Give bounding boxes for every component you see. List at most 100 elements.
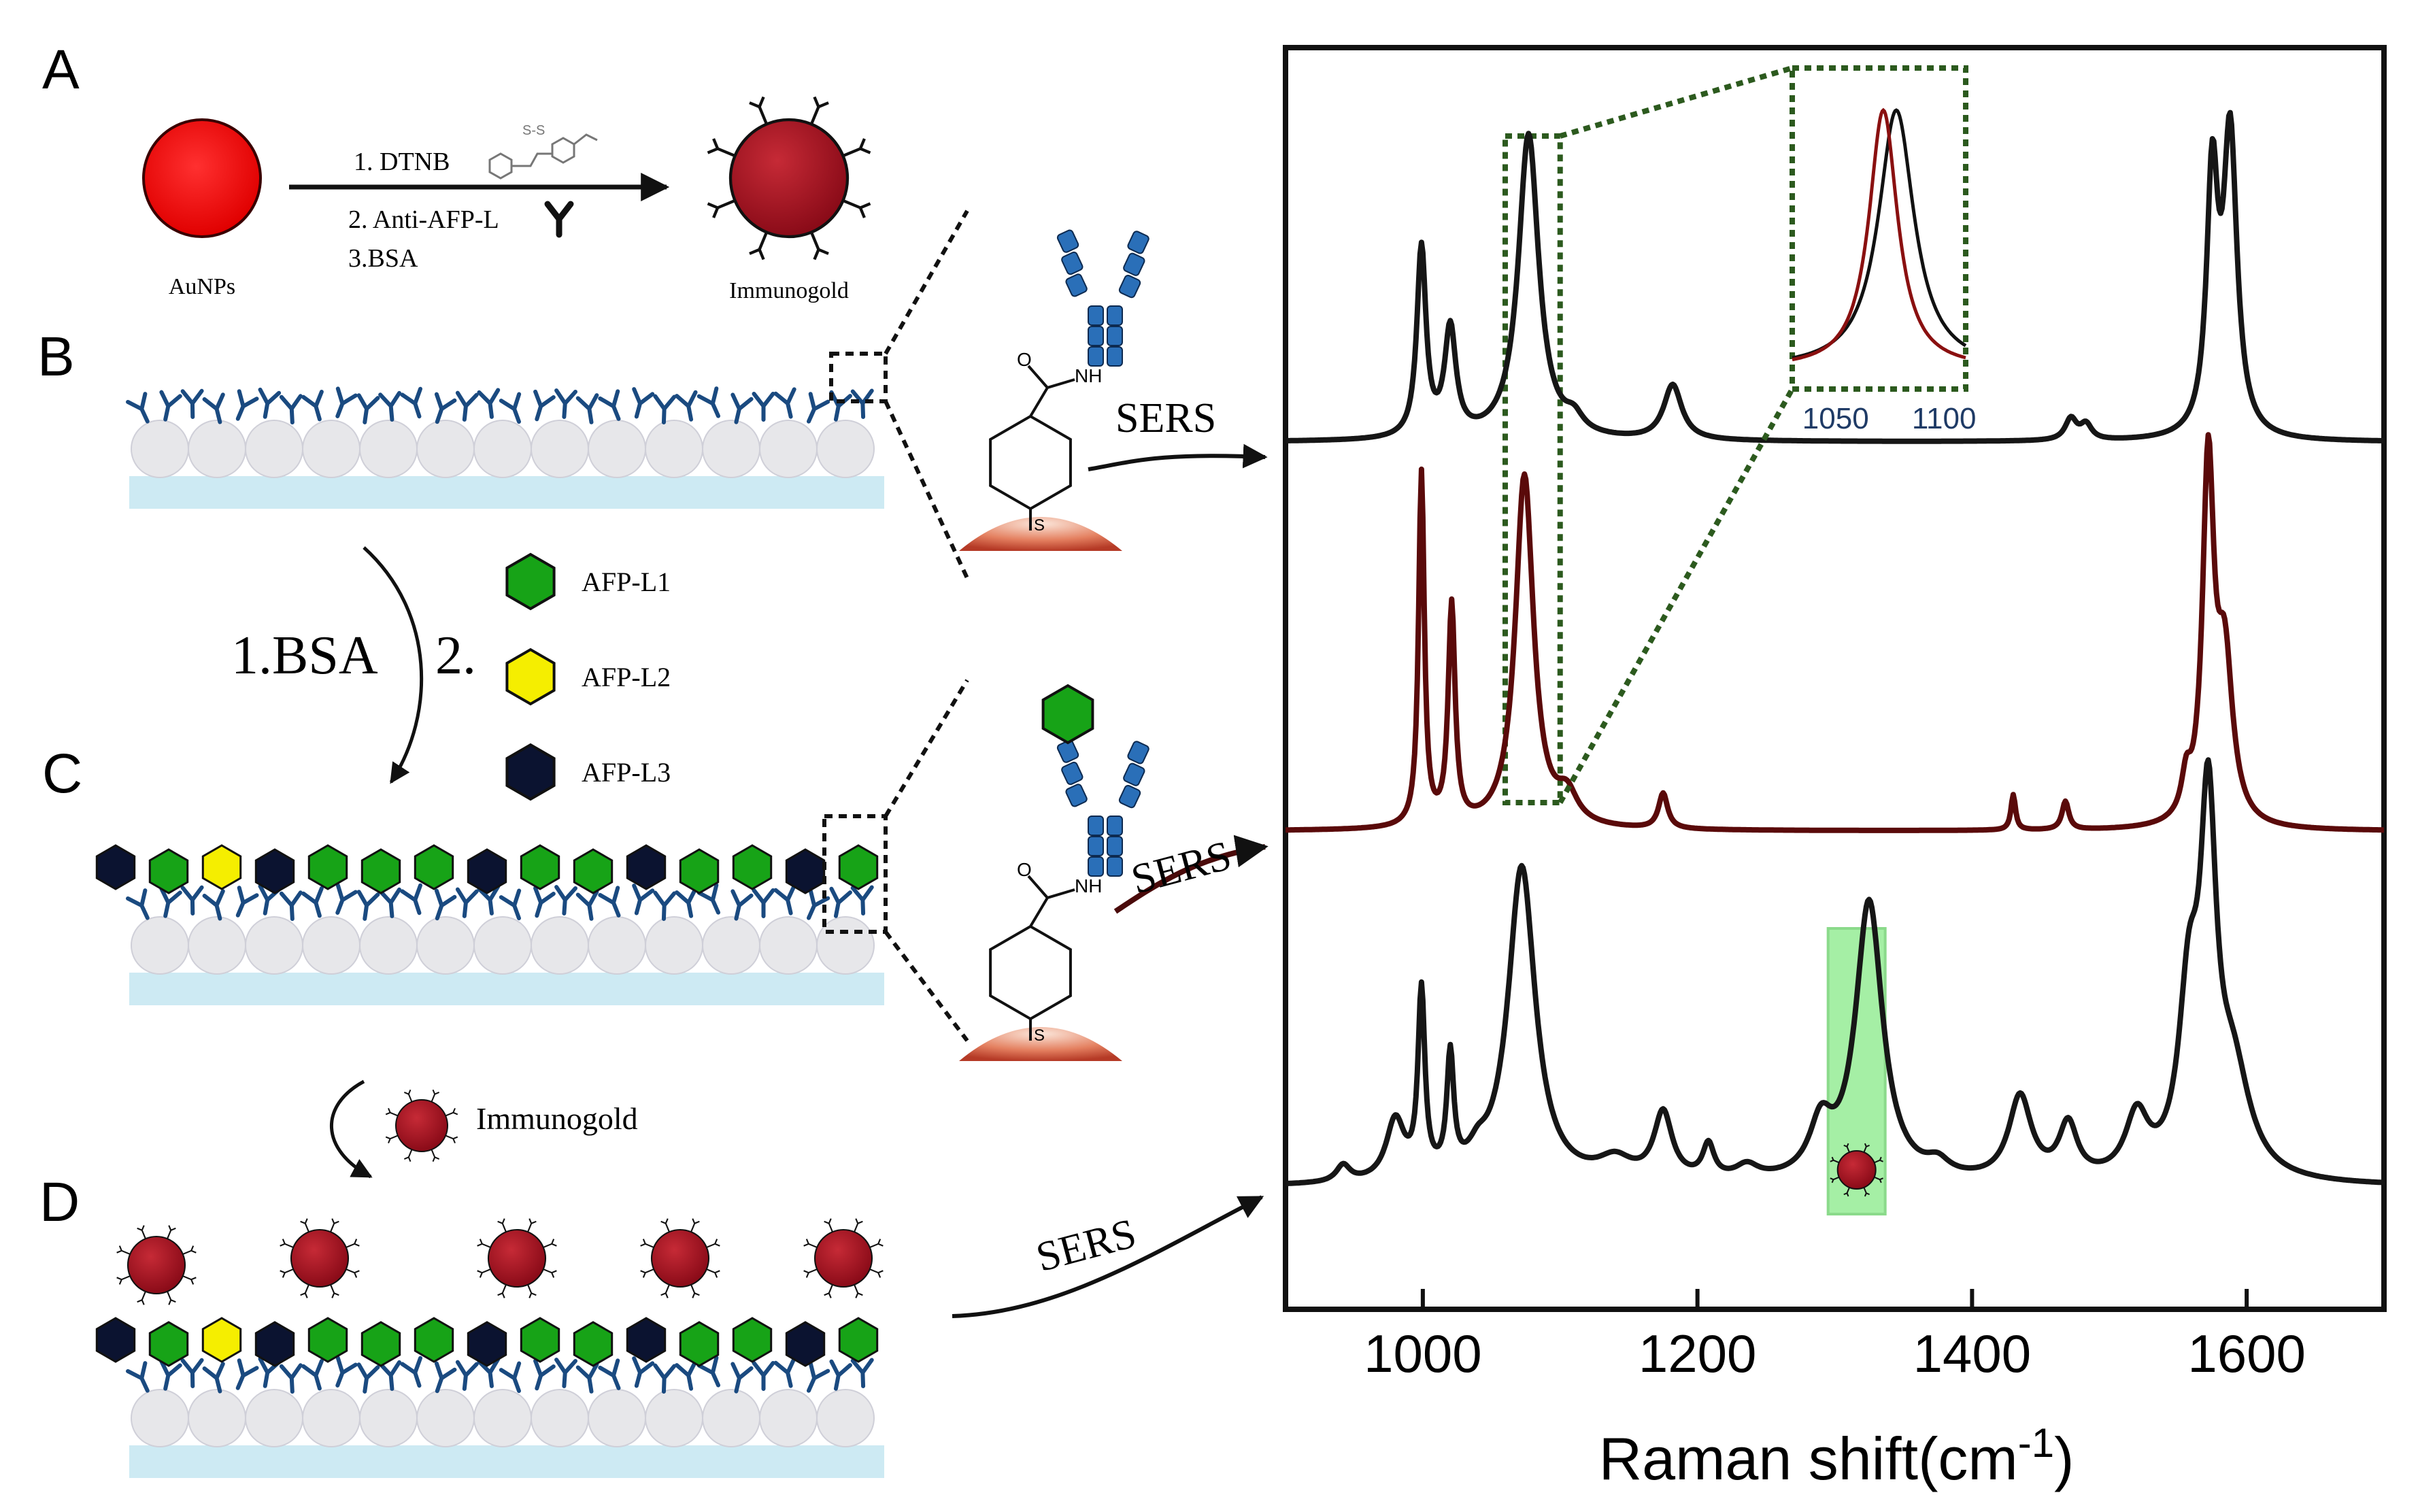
x-tick-label: 1400 <box>1913 1324 2032 1383</box>
antigen <box>626 1317 667 1363</box>
antibody <box>533 389 556 422</box>
antibody <box>335 1356 358 1388</box>
curved-arrow-cd <box>329 1079 373 1179</box>
antibody <box>752 888 775 918</box>
antibody <box>235 1358 259 1390</box>
antibody <box>180 885 204 915</box>
antigen <box>467 1321 507 1367</box>
antibody <box>202 889 225 921</box>
antigen <box>360 1321 401 1367</box>
panel-label-d: D <box>39 1171 80 1233</box>
antibody <box>477 388 501 419</box>
antibody <box>554 1358 578 1388</box>
immunogold-particle <box>707 96 871 261</box>
bead <box>188 420 246 478</box>
step-two-label: 2. <box>435 626 476 686</box>
antibody <box>829 1359 852 1391</box>
peak-region-box <box>1502 133 1563 805</box>
step-bc: 1.BSA 2. <box>231 546 476 784</box>
antigen <box>360 848 401 894</box>
antigen <box>307 844 348 890</box>
antibody <box>675 1359 698 1391</box>
antibody <box>598 1358 621 1390</box>
bound-immunogold <box>116 1225 197 1305</box>
antibody <box>575 393 599 424</box>
sers-label-1: SERS <box>1115 395 1216 441</box>
antibody <box>696 1356 721 1388</box>
bound-immunogold <box>477 1218 557 1298</box>
bead <box>588 916 646 975</box>
panel-label-b: B <box>37 326 75 388</box>
antigen <box>838 1317 879 1363</box>
antibody-zoom <box>1056 229 1149 367</box>
surface-c <box>95 814 888 1005</box>
antigen <box>201 844 242 890</box>
antigen <box>732 844 773 890</box>
antibody <box>356 1362 380 1394</box>
nh-label: NH <box>1075 875 1102 896</box>
legend-hexagon <box>505 743 556 801</box>
bead <box>473 420 532 478</box>
bead <box>131 1389 189 1447</box>
antibody <box>455 390 479 422</box>
immunogold-step-label: Immunogold <box>476 1101 638 1136</box>
antigen <box>573 1321 614 1367</box>
antibody <box>279 1363 303 1394</box>
bead <box>816 420 875 478</box>
bead <box>188 916 246 975</box>
bead <box>702 1389 760 1447</box>
antibody <box>378 887 402 918</box>
bead <box>645 916 703 975</box>
antigen <box>148 848 189 894</box>
x-tick-label: 1200 <box>1639 1324 1757 1383</box>
bead <box>588 1389 646 1447</box>
antibody <box>202 392 225 424</box>
bead <box>359 916 418 975</box>
sulfur-label: S <box>1034 1026 1045 1045</box>
antibody <box>477 884 501 915</box>
antibody <box>675 886 698 918</box>
antibody <box>126 392 150 424</box>
antibody <box>632 387 655 419</box>
bead <box>702 916 760 975</box>
sers-arrow-1: SERS <box>1088 395 1268 471</box>
immunogold-label: Immunogold <box>729 278 849 303</box>
antigen <box>414 844 454 890</box>
bead <box>759 420 818 478</box>
antibody <box>455 887 479 918</box>
antibody-icon <box>544 201 574 238</box>
bead <box>302 916 360 975</box>
benzene-ring <box>989 924 1072 1021</box>
antibody <box>773 387 796 419</box>
bsa-label: 1.BSA <box>231 626 378 686</box>
sers-arrow-3: SERS <box>952 1195 1264 1318</box>
antibody-zoom <box>1056 739 1149 877</box>
antibody <box>499 1361 522 1394</box>
panel-label-a: A <box>42 39 80 101</box>
bead <box>588 420 646 478</box>
antigen <box>679 1321 720 1367</box>
antigen-legend: AFP-L1 AFP-L2 AFP-L3 <box>505 552 671 801</box>
antibody <box>850 885 874 915</box>
bead <box>531 916 589 975</box>
legend-label: AFP-L2 <box>582 662 671 692</box>
bead <box>645 1389 703 1447</box>
bead <box>759 916 818 975</box>
antigen <box>838 844 879 890</box>
antibody <box>575 1362 599 1394</box>
antibody <box>258 387 282 419</box>
antigen <box>148 1321 189 1367</box>
antibody <box>335 386 358 418</box>
antigen <box>95 1317 136 1363</box>
antibody <box>696 883 721 915</box>
plot-frame <box>1283 45 2387 1312</box>
zoom-box-b <box>829 352 888 403</box>
antigen <box>785 1321 826 1367</box>
antibody <box>434 392 457 424</box>
reagent-3: 3.BSA <box>348 244 418 273</box>
antigen-zoom <box>1041 684 1094 745</box>
antibody <box>159 1359 182 1391</box>
antibody <box>279 890 303 921</box>
antigen <box>201 1317 242 1363</box>
antibody <box>806 1361 830 1393</box>
